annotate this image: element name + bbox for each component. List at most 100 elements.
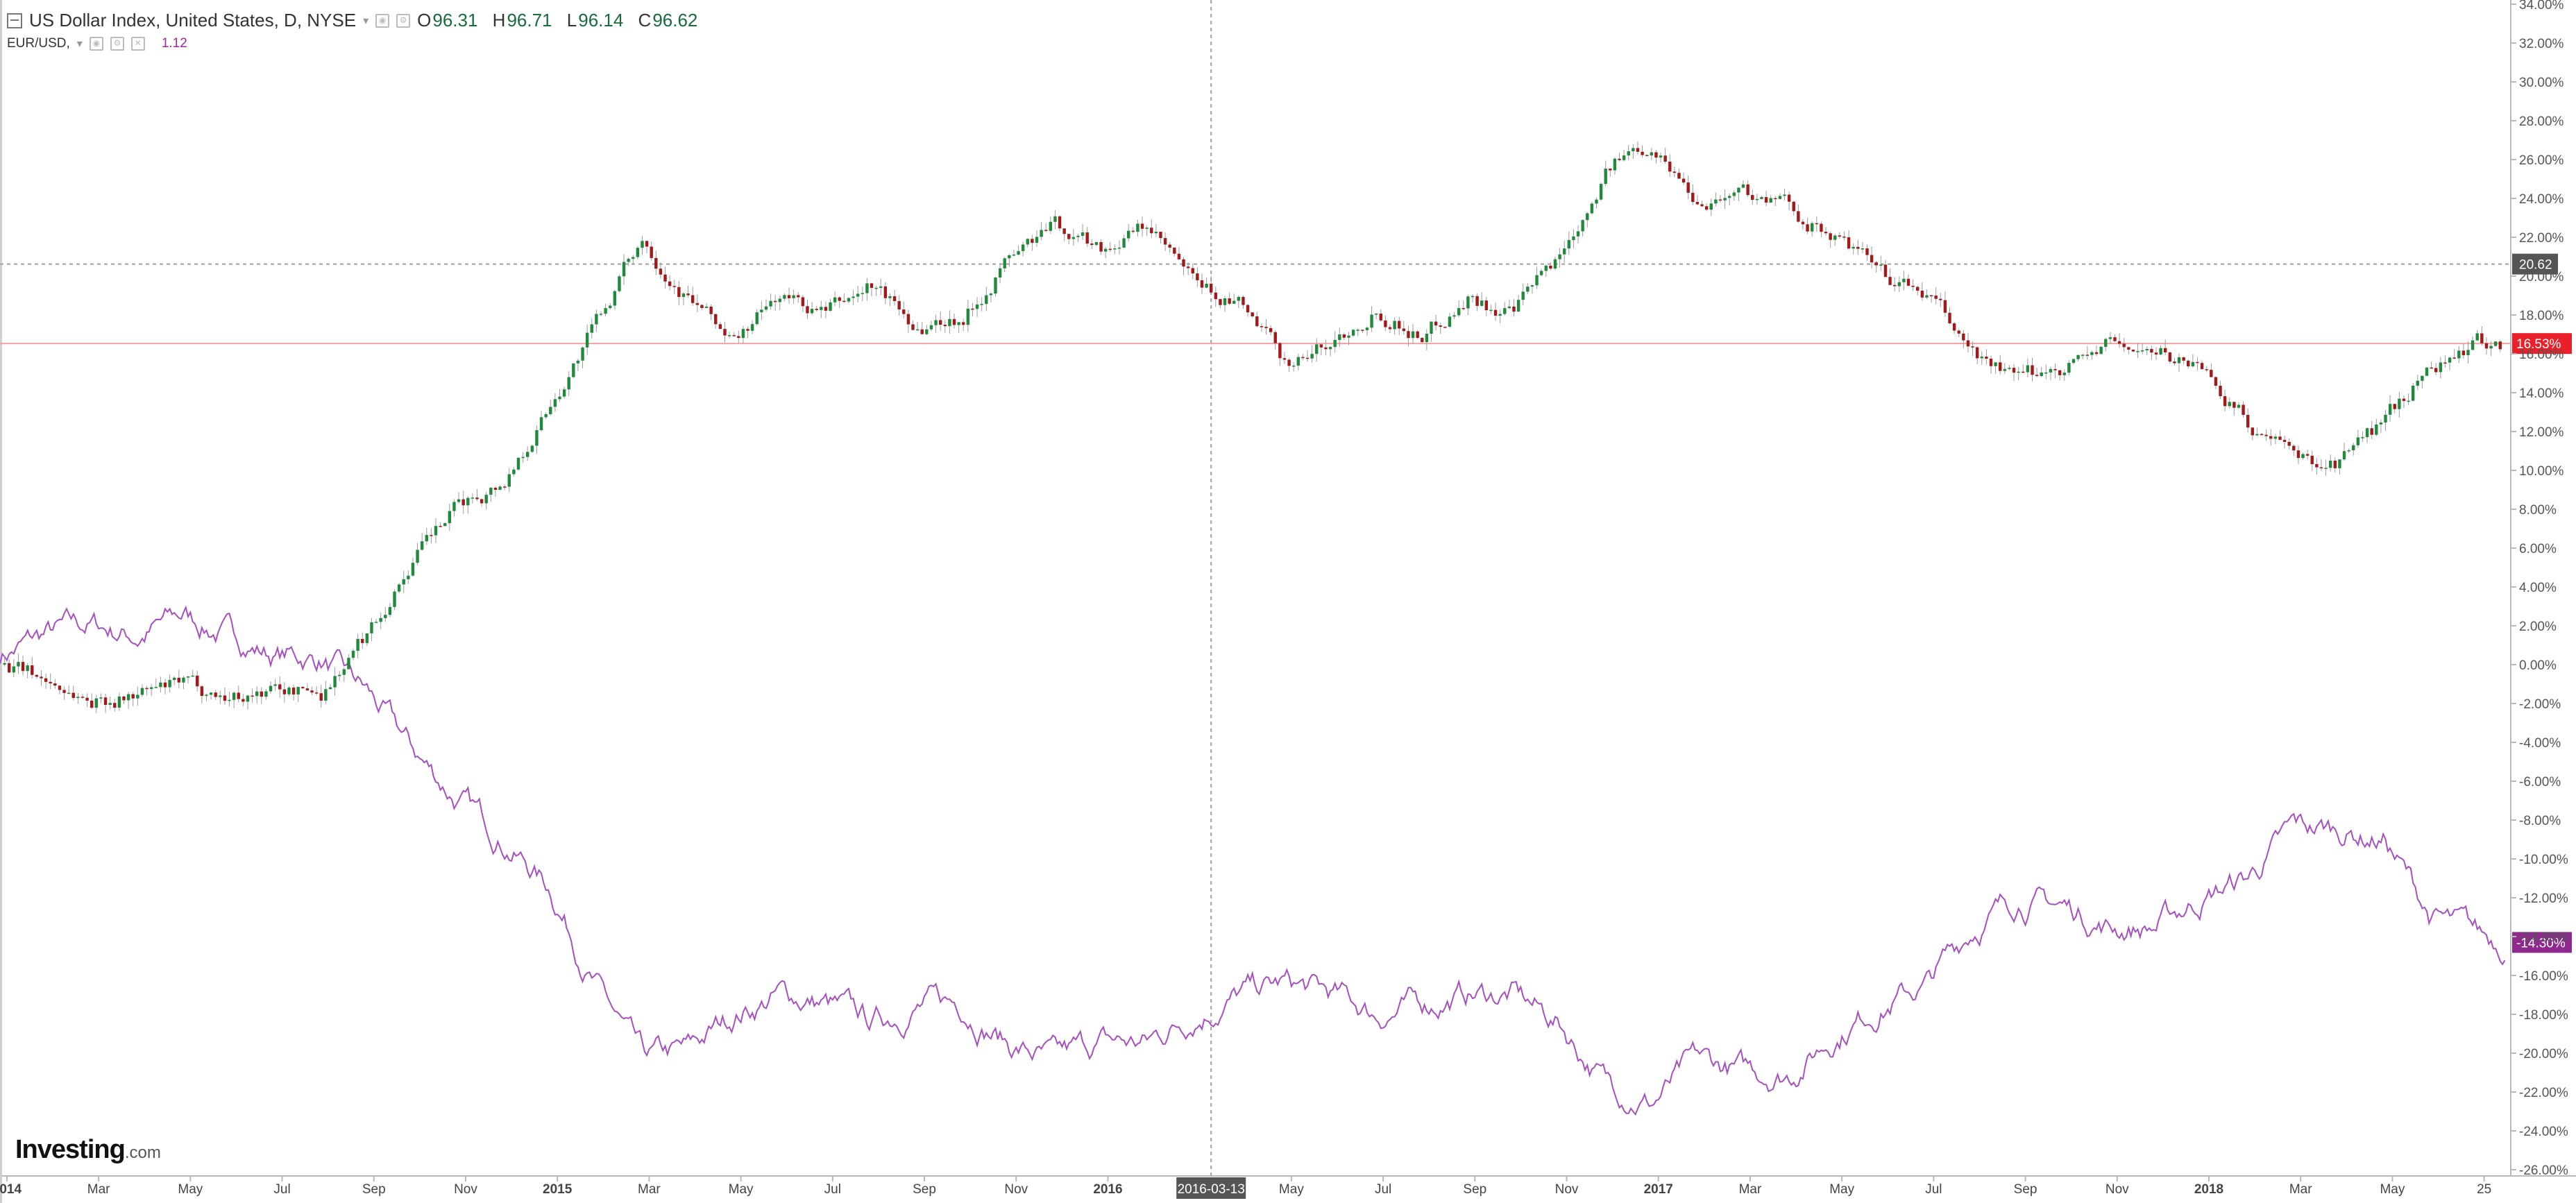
candle [168,674,171,693]
candle [998,263,1002,284]
candle-body [461,499,465,506]
candle [163,679,167,694]
candle-body [530,445,534,452]
candle-body [94,698,99,708]
candle-body [1324,347,1328,350]
close-icon[interactable]: ✕ [130,37,145,51]
candle [2425,367,2429,377]
candle [67,685,71,694]
candle-body [2466,350,2470,355]
candle [1829,232,1832,248]
candle [672,280,676,294]
candle-body [2352,445,2355,451]
candle [1966,332,1970,353]
candle-body [883,286,888,298]
candle [1769,194,1772,203]
y-tick-label: 26.00% [2519,153,2564,168]
candle-body [2017,371,2020,373]
candle [544,412,548,419]
candle [870,282,874,297]
candle-body [925,329,929,334]
candle-body [448,511,452,524]
candle [1650,148,1654,160]
candle-body [282,689,287,694]
candle [2200,360,2204,370]
candle-body [2434,368,2438,373]
candle [117,692,121,711]
candle [820,300,823,318]
candle [416,543,419,565]
candle [1099,239,1103,255]
candle [1361,330,1364,334]
candle [1484,296,1489,316]
y-tick-label: 6.00% [2519,542,2557,556]
candle [2421,375,2424,389]
candle [2127,346,2130,355]
candle [1255,312,1259,327]
candle-body [1480,300,1484,306]
candle-body [2498,341,2502,350]
candle [1062,228,1066,241]
candle [2361,431,2364,443]
candle [1700,200,1704,207]
candle [26,663,29,679]
candle [526,446,529,461]
chevron-down-icon[interactable]: ▾ [363,15,369,27]
candle-body [2168,352,2172,362]
candle-body [1374,313,1378,315]
candle [874,286,878,296]
visibility-icon[interactable]: ◉ [375,13,390,28]
candle-body [590,324,593,333]
candle-body [416,549,419,563]
candle [205,693,208,701]
candle-body [929,325,933,330]
candle [1888,268,1892,286]
candle-body [1829,233,1832,240]
candle [1957,328,1960,337]
candle [1563,240,1566,263]
candle [1874,261,1878,273]
candle-body [544,413,548,418]
candle-body [475,497,479,500]
candle-body [2493,341,2498,346]
settings-icon[interactable]: ⚙ [396,13,411,28]
candle-body [361,639,364,643]
candle [2315,458,2319,475]
candle [1475,293,1479,312]
candle [1751,189,1754,205]
candle-body [2117,341,2121,344]
candle [136,686,139,706]
candle-body [1778,196,1782,199]
candle [659,262,663,279]
close-label: C [638,10,652,31]
candle [2145,346,2149,356]
candle-body [1388,327,1392,330]
candle [2260,433,2264,436]
candle-body [691,295,695,303]
candle [838,296,841,308]
collapse-legend-icon[interactable] [7,12,22,28]
x-tick-label: 2015 [543,1182,573,1197]
candle-body [242,699,245,702]
visibility-icon[interactable]: ◉ [89,37,103,51]
candle-body [2379,422,2383,425]
candle [1645,154,1649,157]
candle-body [2122,343,2126,348]
candle-body [1989,359,1993,366]
candle-body [407,575,410,579]
settings-icon[interactable]: ⚙ [110,37,124,51]
candle-body [71,692,75,699]
candle-body [1402,328,1406,332]
chevron-down-icon[interactable]: ▾ [76,38,83,50]
candle [1067,234,1071,245]
candle-body [2333,460,2337,468]
candle [663,266,667,289]
candle-body [2081,355,2085,356]
candle [943,320,947,333]
candle-body [2452,357,2456,359]
candle [1122,234,1126,248]
candle-body [654,257,658,269]
candle [645,241,649,254]
